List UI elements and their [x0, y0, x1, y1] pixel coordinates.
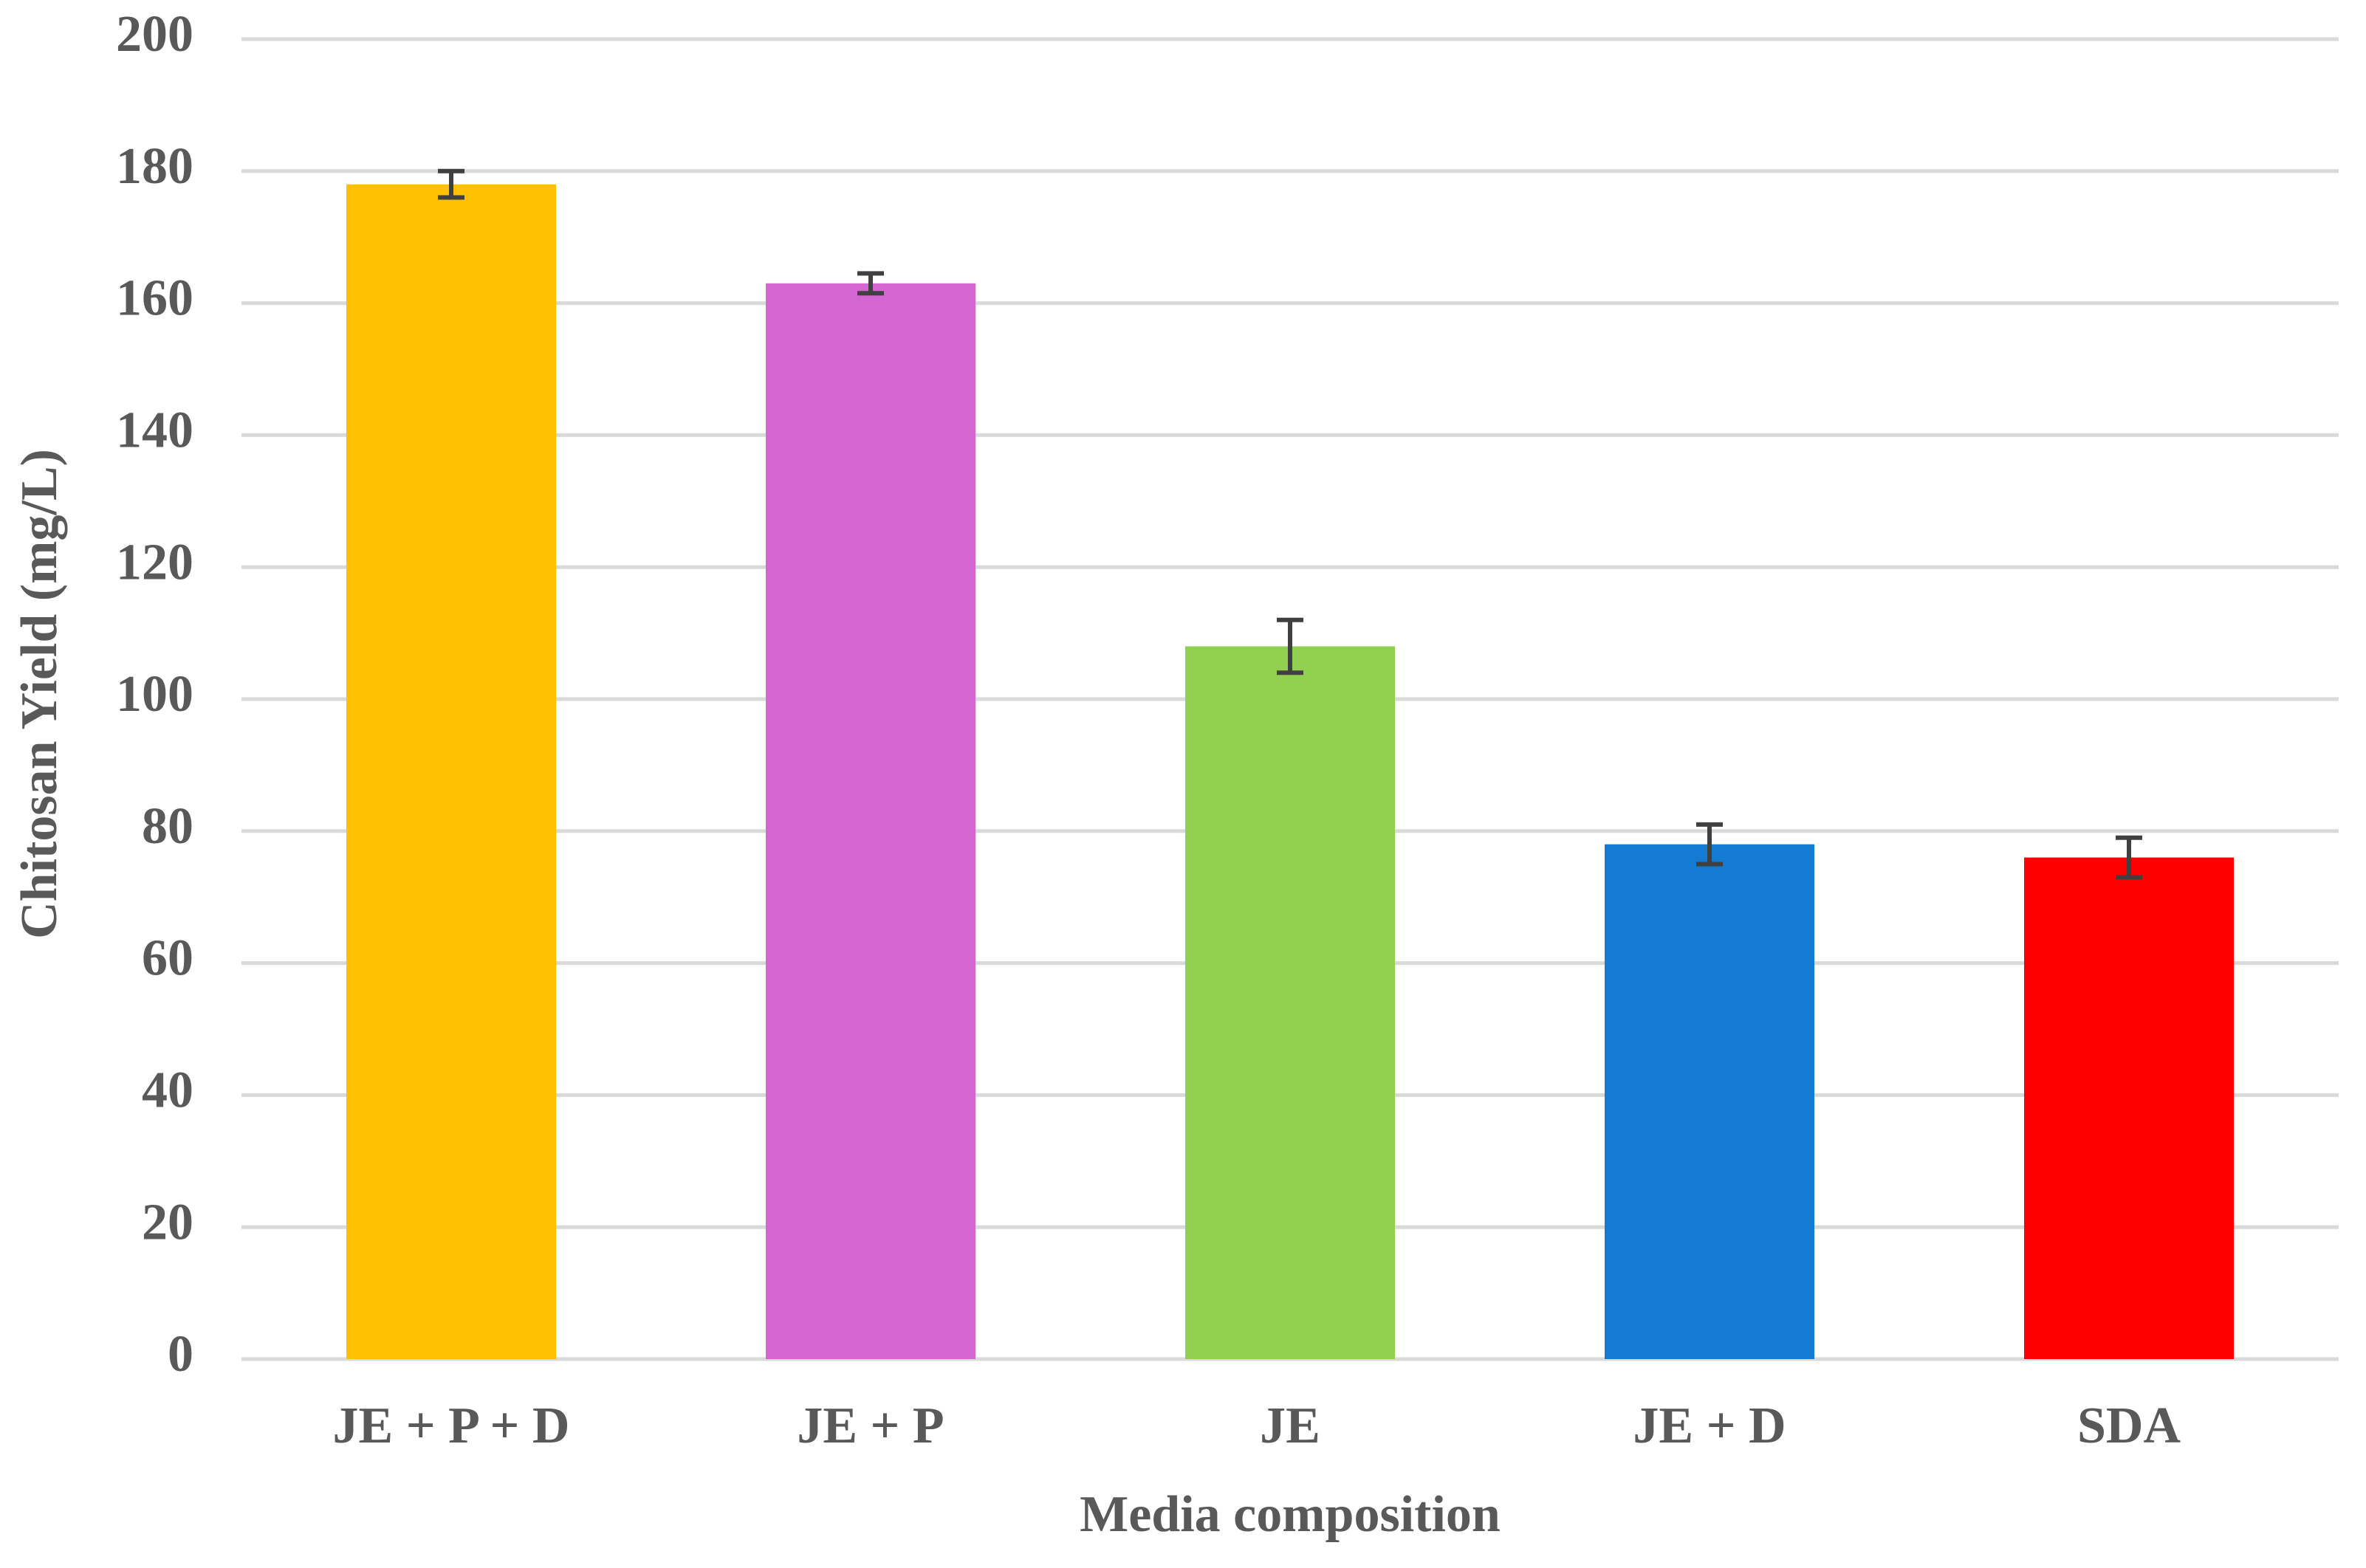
- y-tick-label: 0: [168, 1326, 193, 1383]
- y-tick-label: 200: [116, 6, 193, 63]
- y-axis-title: Chitosan Yield (mg/L): [11, 449, 68, 939]
- bar: [346, 184, 556, 1360]
- x-axis-title: Media composition: [1080, 1486, 1501, 1543]
- bar: [1185, 646, 1395, 1359]
- y-tick-label: 80: [142, 798, 193, 855]
- error-bar: [438, 168, 464, 200]
- y-tick-label: 120: [116, 534, 193, 591]
- error-bar: [1277, 617, 1303, 675]
- y-tick-label: 100: [116, 666, 193, 723]
- y-tick-label: 20: [142, 1194, 193, 1251]
- x-tick-label: SDA: [2077, 1397, 2181, 1454]
- bar: [1605, 844, 1814, 1359]
- y-tick-label: 140: [116, 402, 193, 458]
- y-tick-label: 180: [116, 138, 193, 195]
- bar: [2024, 857, 2234, 1359]
- y-tick-label: 160: [116, 270, 193, 327]
- error-bar: [1696, 822, 1723, 867]
- bar: [766, 283, 975, 1359]
- x-tick-label: JE + D: [1633, 1397, 1786, 1454]
- error-bar: [2116, 835, 2142, 880]
- y-tick-label: 40: [142, 1062, 193, 1118]
- y-tick-label: 60: [142, 930, 193, 987]
- x-tick-label: JE + P: [797, 1397, 944, 1454]
- error-bar: [857, 271, 884, 296]
- x-tick-label: JE: [1260, 1397, 1320, 1454]
- x-tick-label: JE + P + D: [333, 1397, 570, 1454]
